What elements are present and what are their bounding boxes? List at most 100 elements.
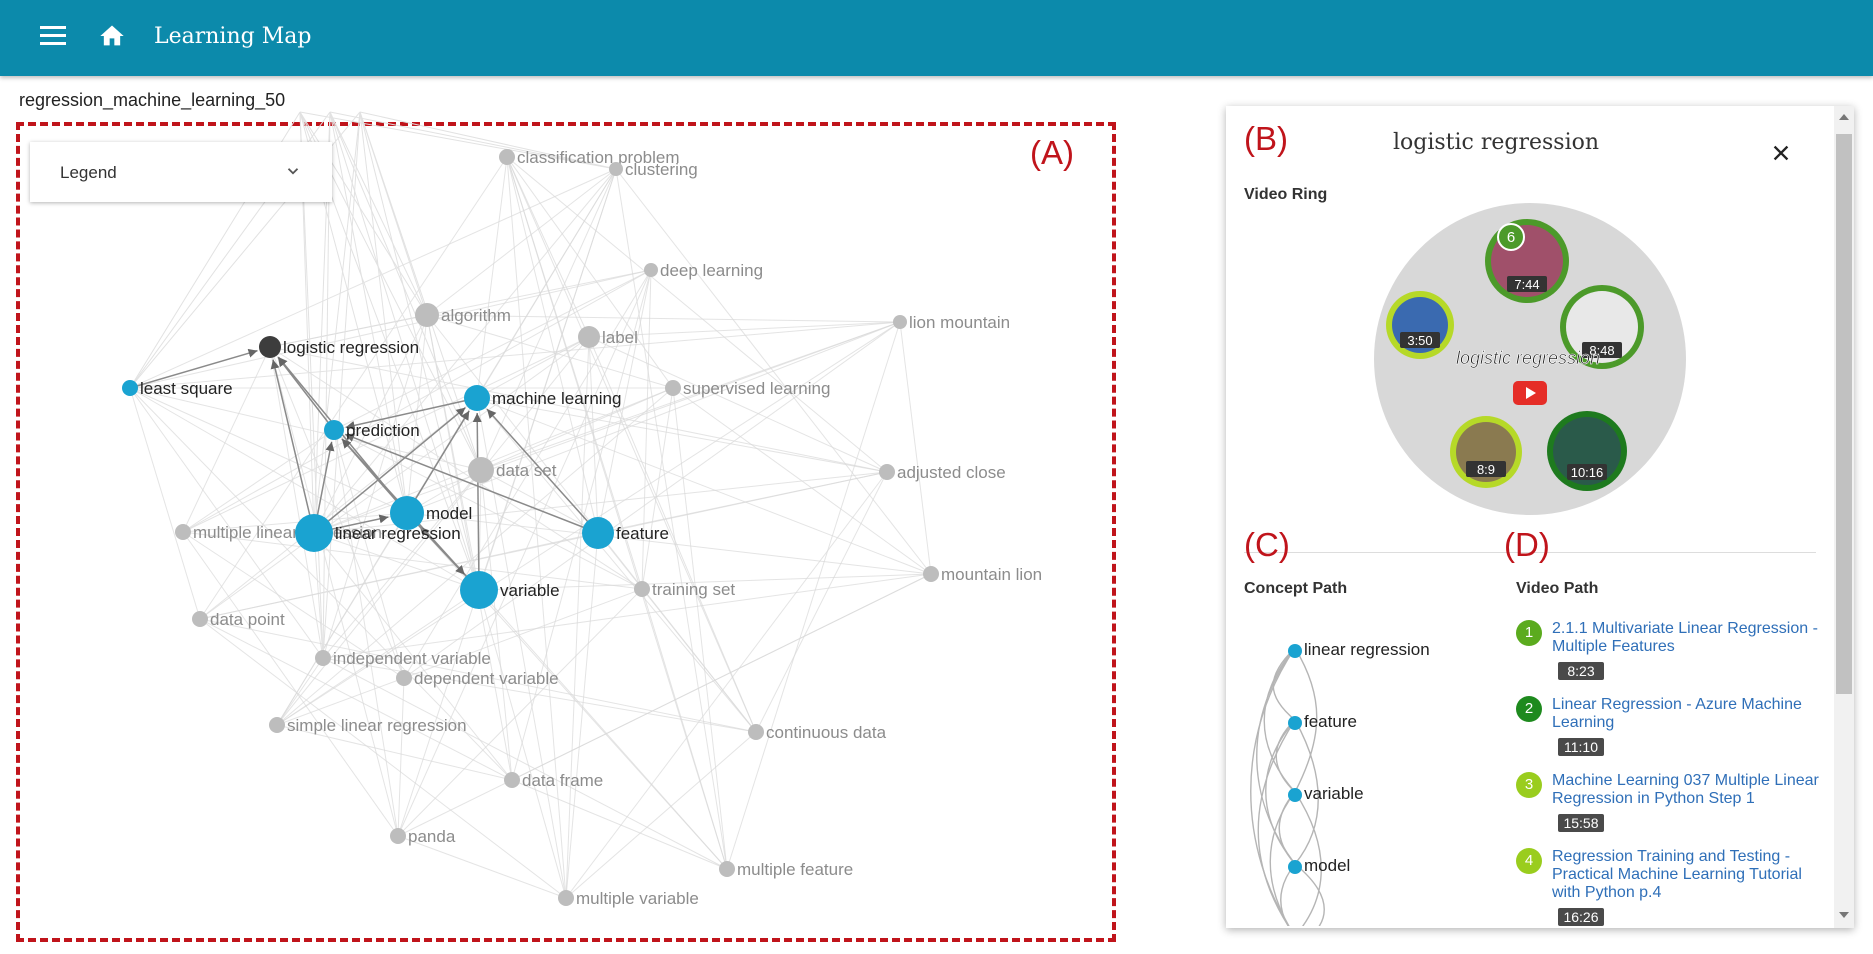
graph-node[interactable] (504, 772, 520, 788)
youtube-icon[interactable] (1513, 381, 1547, 405)
ring-video[interactable]: 7:44 6 (1485, 219, 1569, 303)
close-icon[interactable] (1770, 142, 1792, 164)
graph-node[interactable] (893, 315, 907, 329)
graph-node[interactable] (582, 517, 614, 549)
graph-edge (565, 532, 599, 899)
graph-node-label[interactable]: variable (500, 581, 560, 600)
graph-node-label[interactable]: multiple feature (737, 860, 853, 879)
graph-node-label[interactable]: independent variable (333, 649, 491, 668)
graph-node-label[interactable]: multiple linear regression (193, 523, 382, 542)
graph-node-label[interactable]: adjusted close (897, 463, 1006, 482)
graph-node-label[interactable]: deep learning (660, 261, 763, 280)
graph-node[interactable] (748, 724, 764, 740)
graph-edge (397, 677, 405, 837)
graph-node[interactable] (879, 464, 895, 480)
graph-node[interactable] (719, 861, 735, 877)
scroll-up-arrow-icon[interactable] (1839, 114, 1849, 120)
graph-edge (276, 677, 405, 726)
graph-node-label[interactable]: feature (616, 524, 669, 543)
graph-node[interactable] (460, 571, 498, 609)
graph-node[interactable] (390, 496, 424, 530)
graph-node-label[interactable]: least square (140, 379, 233, 398)
graph-edge (406, 321, 901, 514)
graph-node-label[interactable]: clustering (625, 160, 698, 179)
graph-node[interactable] (192, 611, 208, 627)
graph-node[interactable] (634, 581, 650, 597)
graph-node[interactable] (499, 149, 515, 165)
graph-edge (506, 156, 888, 473)
concept-dot (1288, 716, 1302, 730)
graph-node[interactable] (415, 303, 439, 327)
graph-edge (641, 588, 728, 870)
graph-node[interactable] (390, 828, 406, 844)
graph-edge (313, 532, 324, 659)
video-ring[interactable]: 7:44 6 8:48 10:16 8:9 3:50 logistic regression (1226, 106, 1826, 928)
graph-node[interactable] (923, 566, 939, 582)
graph-edge (182, 429, 335, 533)
graph-node[interactable] (175, 524, 191, 540)
graph-edge (403, 269, 652, 679)
graph-node[interactable] (315, 650, 331, 666)
video-title-link[interactable]: Linear Regression - Azure Machine Learni… (1552, 696, 1802, 731)
panel-scrollbar[interactable] (1834, 106, 1854, 928)
graph-node-label[interactable]: continuous data (766, 723, 887, 742)
graph-node-label[interactable]: model (426, 504, 472, 523)
graph-node-label[interactable]: classification problem (517, 148, 680, 167)
graph-node[interactable] (644, 263, 658, 277)
graph-node[interactable] (122, 380, 138, 396)
graph-edge (426, 314, 513, 781)
graph-node[interactable] (665, 380, 681, 396)
graph-node[interactable] (259, 336, 281, 358)
graph-edge (565, 471, 888, 899)
graph-link (270, 359, 315, 534)
legend-dropdown[interactable]: Legend (30, 142, 332, 202)
graph-node-label[interactable]: machine learning (492, 389, 621, 408)
scroll-thumb[interactable] (1836, 134, 1852, 694)
graph-edge (397, 269, 652, 837)
graph-node-label[interactable]: label (602, 328, 638, 347)
home-icon[interactable] (98, 22, 126, 50)
graph-node[interactable] (464, 385, 490, 411)
ring-video[interactable]: 10:16 (1547, 411, 1627, 491)
graph-edge (333, 429, 405, 679)
graph-node[interactable] (324, 420, 344, 440)
graph-node-label[interactable]: algorithm (441, 306, 511, 325)
graph-node-label[interactable]: training set (652, 580, 735, 599)
graph-node-label[interactable]: data point (210, 610, 285, 629)
video-title-link[interactable]: Machine Learning 037 Multiple Linear Reg… (1552, 772, 1819, 807)
scroll-down-arrow-icon[interactable] (1839, 912, 1849, 918)
graph-node[interactable] (468, 457, 494, 483)
graph-node-label[interactable]: logistic regression (283, 338, 419, 357)
graph-node-label[interactable]: linear regression (335, 524, 461, 543)
graph-node-label[interactable]: supervised learning (683, 379, 830, 398)
graph-node-label[interactable]: mountain lion (941, 565, 1042, 584)
graph-edge (269, 346, 324, 659)
graph-node-label[interactable]: data set (496, 461, 557, 480)
ring-video[interactable]: 3:50 (1386, 291, 1454, 359)
graph-edge (565, 336, 590, 899)
graph-node[interactable] (558, 890, 574, 906)
graph-node[interactable] (396, 670, 412, 686)
graph-node[interactable] (578, 326, 600, 348)
graph-node-label[interactable]: multiple variable (576, 889, 699, 908)
video-title-link[interactable]: 2.1.1 Multivariate Linear Regression - M… (1552, 620, 1818, 655)
graph-edge (476, 397, 567, 899)
ring-video[interactable]: 8:9 (1450, 416, 1522, 488)
graph-node[interactable] (269, 717, 285, 733)
graph-node-label[interactable]: prediction (346, 421, 420, 440)
graph-node-label[interactable]: lion mountain (909, 313, 1010, 332)
menu-icon[interactable] (40, 26, 66, 48)
graph-node[interactable] (295, 514, 333, 552)
graph-node-label[interactable]: data frame (522, 771, 603, 790)
video-title-link[interactable]: Regression Training and Testing - Practi… (1552, 848, 1802, 901)
graph-edge (269, 346, 399, 837)
concept-graph-panel (16, 122, 1116, 942)
graph-node-label[interactable]: simple linear regression (287, 716, 467, 735)
graph-edge (129, 387, 480, 591)
ring-video[interactable]: 8:48 (1560, 285, 1644, 369)
graph-edge (588, 321, 901, 338)
graph-node-label[interactable]: panda (408, 827, 456, 846)
graph-node[interactable] (609, 162, 623, 176)
graph-node-label[interactable]: dependent variable (414, 669, 559, 688)
